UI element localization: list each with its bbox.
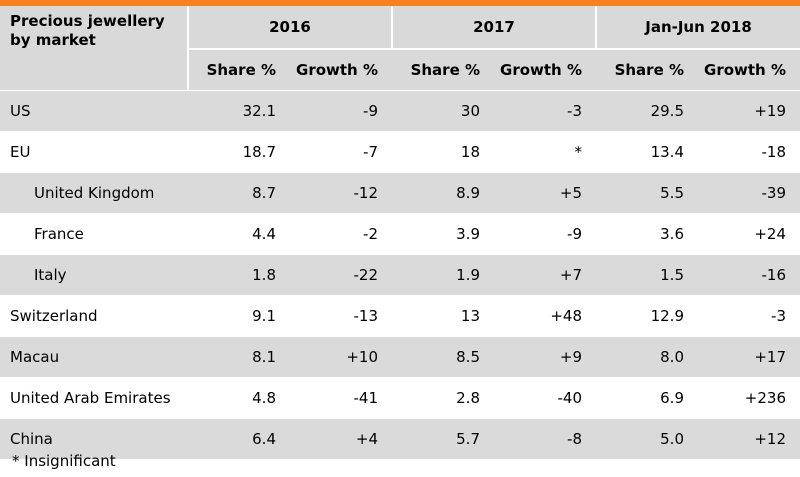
period-header-2016: 2016 (188, 6, 392, 50)
share-2016-cell: 9.1 (188, 295, 288, 337)
market-label: Italy (0, 254, 188, 296)
share-2017-cell: 13 (392, 295, 492, 337)
share-2018-cell: 8.0 (596, 336, 696, 378)
share-2017-cell: 18 (392, 131, 492, 173)
table-row: EU 18.7 -7 18 * 13.4 -18 (0, 131, 800, 173)
header-row-metrics: Share % Growth % Share % Growth % Share … (0, 49, 800, 91)
market-label: China (0, 418, 188, 459)
market-label: United Kingdom (0, 172, 188, 214)
table-row: Switzerland 9.1 -13 13 +48 12.9 -3 (0, 295, 800, 337)
table-body: US 32.1 -9 30 -3 29.5 +19 EU 18.7 -7 18 * 13.4 -18 Uni… (0, 90, 800, 459)
growth-2017-cell: -3 (492, 90, 596, 132)
share-2018-cell: 5.0 (596, 418, 696, 459)
share-2016-cell: 4.8 (188, 377, 288, 419)
share-header: Share % (392, 49, 492, 91)
table-row: United Kingdom 8.7 -12 8.9 +5 5.5 -39 (0, 172, 800, 214)
growth-header: Growth % (492, 49, 596, 91)
growth-2017-cell: +5 (492, 172, 596, 214)
share-2016-cell: 4.4 (188, 213, 288, 255)
growth-2018-cell: +236 (696, 377, 800, 419)
growth-2018-cell: +24 (696, 213, 800, 255)
share-2016-cell: 8.1 (188, 336, 288, 378)
share-2017-cell: 8.9 (392, 172, 492, 214)
jewellery-market-table: Precious jewellery by market 2016 2017 J… (0, 6, 800, 459)
period-header-2017: 2017 (391, 6, 596, 50)
share-2017-cell: 30 (392, 90, 492, 132)
growth-2017-cell: -40 (492, 377, 596, 419)
growth-header: Growth % (288, 49, 392, 91)
share-2018-cell: 3.6 (596, 213, 696, 255)
share-2017-cell: 8.5 (392, 336, 492, 378)
growth-2018-cell: +19 (696, 90, 800, 132)
growth-2016-cell: +10 (288, 336, 392, 378)
market-label: Switzerland (0, 295, 188, 337)
share-2016-cell: 32.1 (188, 90, 288, 132)
growth-2016-cell: -2 (288, 213, 392, 255)
share-2016-cell: 6.4 (188, 418, 288, 459)
growth-2017-cell: -8 (492, 418, 596, 459)
header-row-periods: Precious jewellery by market 2016 2017 J… (0, 6, 800, 91)
growth-header: Growth % (696, 49, 800, 91)
growth-2017-cell: * (492, 131, 596, 173)
table-title-line2: by market (10, 31, 96, 49)
table-row: Macau 8.1 +10 8.5 +9 8.0 +17 (0, 336, 800, 378)
growth-2018-cell: +17 (696, 336, 800, 378)
share-header: Share % (188, 49, 288, 91)
growth-2017-cell: +7 (492, 254, 596, 296)
table-title-line1: Precious jewellery (10, 12, 165, 30)
growth-2016-cell: +4 (288, 418, 392, 459)
market-label: EU (0, 131, 188, 173)
growth-2017-cell: +9 (492, 336, 596, 378)
share-2017-cell: 2.8 (392, 377, 492, 419)
share-2018-cell: 5.5 (596, 172, 696, 214)
growth-2018-cell: -39 (696, 172, 800, 214)
table-title: Precious jewellery by market (0, 6, 189, 91)
market-label: United Arab Emirates (0, 377, 188, 419)
share-2018-cell: 6.9 (596, 377, 696, 419)
growth-2016-cell: -41 (288, 377, 392, 419)
share-2017-cell: 1.9 (392, 254, 492, 296)
share-2018-cell: 12.9 (596, 295, 696, 337)
growth-2018-cell: -16 (696, 254, 800, 296)
table-row: United Arab Emirates 4.8 -41 2.8 -40 6.9 +236 (0, 377, 800, 419)
table-row: Italy 1.8 -22 1.9 +7 1.5 -16 (0, 254, 800, 296)
share-2017-cell: 5.7 (392, 418, 492, 459)
table-row: US 32.1 -9 30 -3 29.5 +19 (0, 90, 800, 132)
growth-2016-cell: -13 (288, 295, 392, 337)
market-label: France (0, 213, 188, 255)
period-header-2018: Jan-Jun 2018 (595, 6, 800, 50)
growth-2018-cell: +12 (696, 418, 800, 459)
growth-2016-cell: -7 (288, 131, 392, 173)
growth-2017-cell: -9 (492, 213, 596, 255)
table-row: China 6.4 +4 5.7 -8 5.0 +12 (0, 418, 800, 459)
accent-bar (0, 0, 800, 6)
share-2016-cell: 18.7 (188, 131, 288, 173)
share-2016-cell: 8.7 (188, 172, 288, 214)
growth-2016-cell: -22 (288, 254, 392, 296)
growth-2018-cell: -3 (696, 295, 800, 337)
growth-2018-cell: -18 (696, 131, 800, 173)
share-header: Share % (596, 49, 696, 91)
market-label: US (0, 90, 188, 132)
footnote: * Insignificant (12, 452, 116, 470)
growth-2017-cell: +48 (492, 295, 596, 337)
table-row: France 4.4 -2 3.9 -9 3.6 +24 (0, 213, 800, 255)
market-label: Macau (0, 336, 188, 378)
share-2018-cell: 1.5 (596, 254, 696, 296)
share-2018-cell: 13.4 (596, 131, 696, 173)
share-2017-cell: 3.9 (392, 213, 492, 255)
growth-2016-cell: -12 (288, 172, 392, 214)
growth-2016-cell: -9 (288, 90, 392, 132)
share-2018-cell: 29.5 (596, 90, 696, 132)
share-2016-cell: 1.8 (188, 254, 288, 296)
